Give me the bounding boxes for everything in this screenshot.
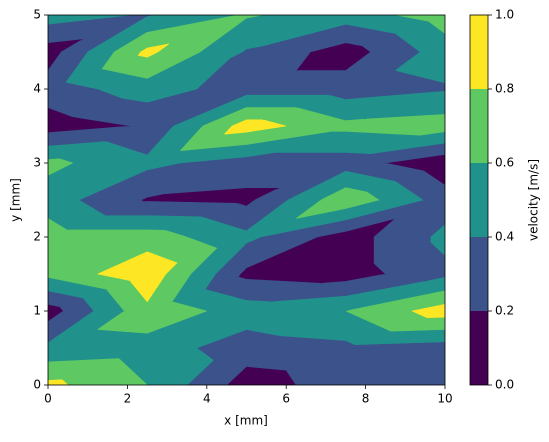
contour-band xyxy=(345,15,430,34)
y-tick-label: 3 xyxy=(33,156,41,170)
contour-band xyxy=(48,15,131,25)
contour-band xyxy=(345,281,426,312)
contour-band xyxy=(48,277,108,299)
contour-band xyxy=(246,119,264,127)
contour-band xyxy=(146,43,169,53)
x-tick-label: 8 xyxy=(362,392,370,406)
x-tick-label: 6 xyxy=(282,392,290,406)
colorbar-tick-label: 0.4 xyxy=(495,230,514,244)
contour-band xyxy=(345,290,445,312)
colorbar-tick-label: 1.0 xyxy=(495,8,514,22)
colorbar-tick-label: 0.6 xyxy=(495,156,514,170)
contour-band xyxy=(48,290,85,307)
colorbar-label: velocity [m/s] xyxy=(527,159,541,241)
x-tick-label: 0 xyxy=(44,392,52,406)
colorbar-segment xyxy=(470,311,488,385)
contour-band xyxy=(146,251,178,275)
colorbar-frame xyxy=(469,14,489,386)
colorbar-tick-label: 0.2 xyxy=(495,304,514,318)
contour-band xyxy=(246,15,264,19)
contour-band xyxy=(345,187,369,201)
y-tick-label: 1 xyxy=(33,304,41,318)
contour-band xyxy=(246,300,272,312)
contour-band xyxy=(430,224,445,238)
colorbar-segment xyxy=(470,15,488,89)
contour-band xyxy=(411,303,445,312)
colorbar-tick-label: 0.8 xyxy=(495,82,514,96)
contour-band xyxy=(48,379,63,385)
colorbar-segment xyxy=(470,89,488,163)
plot-frame xyxy=(47,14,446,386)
x-tick-label: 2 xyxy=(124,392,132,406)
contour-area xyxy=(48,15,445,385)
colorbar-segment xyxy=(470,163,488,237)
contour-band xyxy=(48,158,60,164)
x-tick-label: 4 xyxy=(203,392,211,406)
colorbar-tick-label: 0.0 xyxy=(495,378,514,392)
y-tick-label: 2 xyxy=(33,230,41,244)
y-tick-label: 4 xyxy=(33,82,41,96)
contour-band xyxy=(146,229,166,238)
colorbar-segment xyxy=(470,237,488,311)
y-tick-label: 5 xyxy=(33,8,41,22)
contour-band xyxy=(373,199,445,238)
y-tick-label: 0 xyxy=(33,378,41,392)
contour-band xyxy=(345,118,365,127)
contour-band xyxy=(246,88,346,96)
x-tick-label: 10 xyxy=(437,392,452,406)
x-axis-label: x [mm] xyxy=(224,414,268,428)
contour-band xyxy=(48,218,68,238)
y-axis-label: y [mm] xyxy=(9,178,23,222)
contour-band xyxy=(395,15,445,22)
